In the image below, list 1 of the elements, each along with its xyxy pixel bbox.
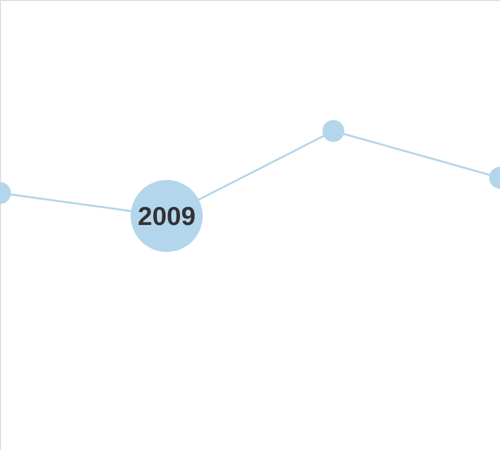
annotation: 2009 bbox=[138, 200, 196, 231]
